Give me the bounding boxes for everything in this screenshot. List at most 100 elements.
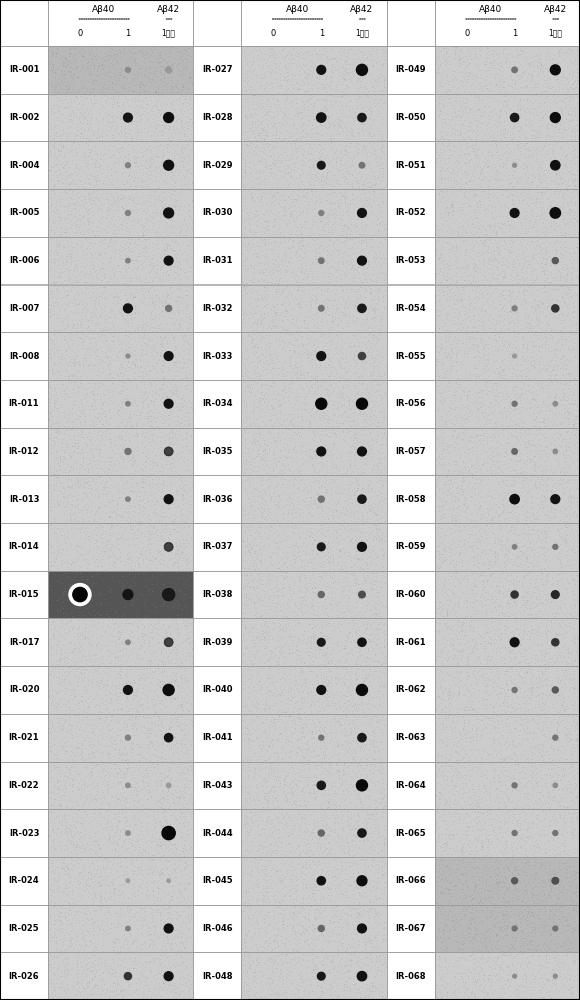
Point [304,616,314,632]
Point [238,667,248,683]
Point [350,701,359,717]
Point [513,818,523,834]
Point [566,460,575,476]
Point [340,862,349,878]
Point [293,140,303,156]
Point [249,400,258,416]
Point [126,233,135,249]
Point [555,199,564,215]
Point [534,55,543,71]
Point [501,240,510,256]
Point [99,124,108,140]
Point [258,172,267,188]
Point [119,797,129,813]
Point [443,737,452,753]
Point [485,928,494,944]
Point [464,367,473,383]
Point [475,671,484,687]
Point [119,715,129,731]
Point [117,336,126,352]
Point [353,303,362,319]
Point [376,156,385,172]
Point [343,628,352,644]
Point [150,361,160,377]
Point [367,517,376,533]
Point [77,73,86,89]
Point [139,47,148,63]
Point [345,590,354,606]
Point [158,521,168,537]
Point [74,979,84,995]
Point [550,608,559,624]
Point [62,410,71,426]
Point [320,281,329,297]
Point [75,987,85,1000]
Point [176,82,185,98]
Point [566,726,575,742]
Point [155,831,165,847]
Point [541,78,550,94]
Point [145,478,154,494]
Point [98,964,107,980]
Point [141,96,150,112]
Point [325,443,335,459]
Point [523,905,532,921]
Point [513,891,523,907]
Point [346,137,356,153]
Point [458,78,467,94]
Point [362,600,371,616]
Point [187,794,196,810]
Point [331,502,340,518]
Point [271,184,281,200]
Point [506,651,516,667]
Point [334,596,343,612]
Point [119,69,128,85]
Point [531,511,541,527]
Point [96,353,106,369]
Point [139,491,148,507]
Point [524,564,533,580]
Point [317,641,326,657]
Point [242,69,251,85]
Point [250,968,259,984]
Point [271,126,281,142]
Point [510,752,520,768]
Point [491,65,501,81]
Point [320,426,329,442]
Circle shape [510,494,519,504]
Point [273,749,282,765]
Point [499,318,508,334]
Point [484,89,493,105]
Point [306,378,316,394]
Point [494,218,503,234]
Point [148,338,158,354]
Point [354,180,364,196]
Point [336,794,346,810]
Point [79,414,89,430]
Point [476,399,485,415]
Point [459,343,468,359]
Point [251,642,260,658]
Point [48,433,57,449]
Circle shape [553,831,558,836]
Point [101,349,110,365]
Point [358,616,368,632]
Point [442,268,451,284]
Point [142,347,151,363]
Point [72,122,82,138]
Point [514,192,523,208]
Point [296,710,306,726]
Point [513,448,523,464]
Point [123,259,132,275]
Point [318,872,327,888]
Point [61,968,70,984]
Point [328,961,337,977]
Point [172,980,181,996]
Point [109,824,118,840]
Point [81,148,90,164]
Point [503,749,512,765]
Point [296,566,305,582]
Text: IR-043: IR-043 [202,781,233,790]
Point [260,628,269,644]
Point [321,972,330,988]
